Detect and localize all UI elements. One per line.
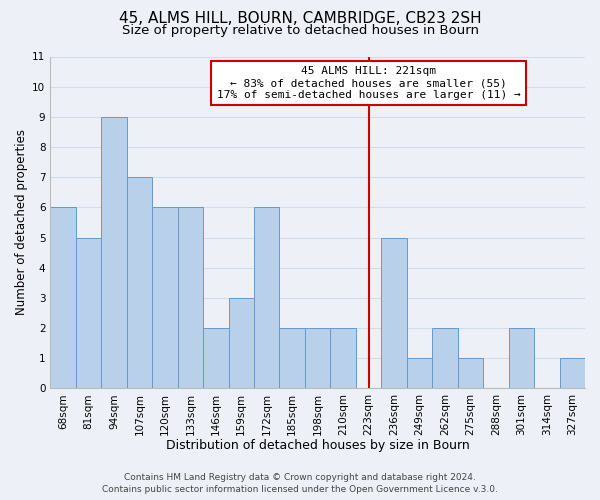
Bar <box>407 358 432 388</box>
Text: 45 ALMS HILL: 221sqm
← 83% of detached houses are smaller (55)
17% of semi-detac: 45 ALMS HILL: 221sqm ← 83% of detached h… <box>217 66 520 100</box>
Bar <box>76 238 101 388</box>
X-axis label: Distribution of detached houses by size in Bourn: Distribution of detached houses by size … <box>166 440 470 452</box>
Bar <box>331 328 356 388</box>
Text: Contains HM Land Registry data © Crown copyright and database right 2024.
Contai: Contains HM Land Registry data © Crown c… <box>102 473 498 494</box>
Bar <box>381 238 407 388</box>
Bar <box>152 208 178 388</box>
Bar <box>458 358 483 388</box>
Bar <box>432 328 458 388</box>
Bar <box>101 117 127 388</box>
Bar <box>178 208 203 388</box>
Bar <box>560 358 585 388</box>
Bar <box>280 328 305 388</box>
Bar <box>203 328 229 388</box>
Bar <box>50 208 76 388</box>
Bar <box>254 208 280 388</box>
Bar <box>305 328 331 388</box>
Y-axis label: Number of detached properties: Number of detached properties <box>15 130 28 316</box>
Text: Size of property relative to detached houses in Bourn: Size of property relative to detached ho… <box>121 24 479 37</box>
Bar <box>509 328 534 388</box>
Bar <box>127 177 152 388</box>
Text: 45, ALMS HILL, BOURN, CAMBRIDGE, CB23 2SH: 45, ALMS HILL, BOURN, CAMBRIDGE, CB23 2S… <box>119 11 481 26</box>
Bar <box>229 298 254 388</box>
